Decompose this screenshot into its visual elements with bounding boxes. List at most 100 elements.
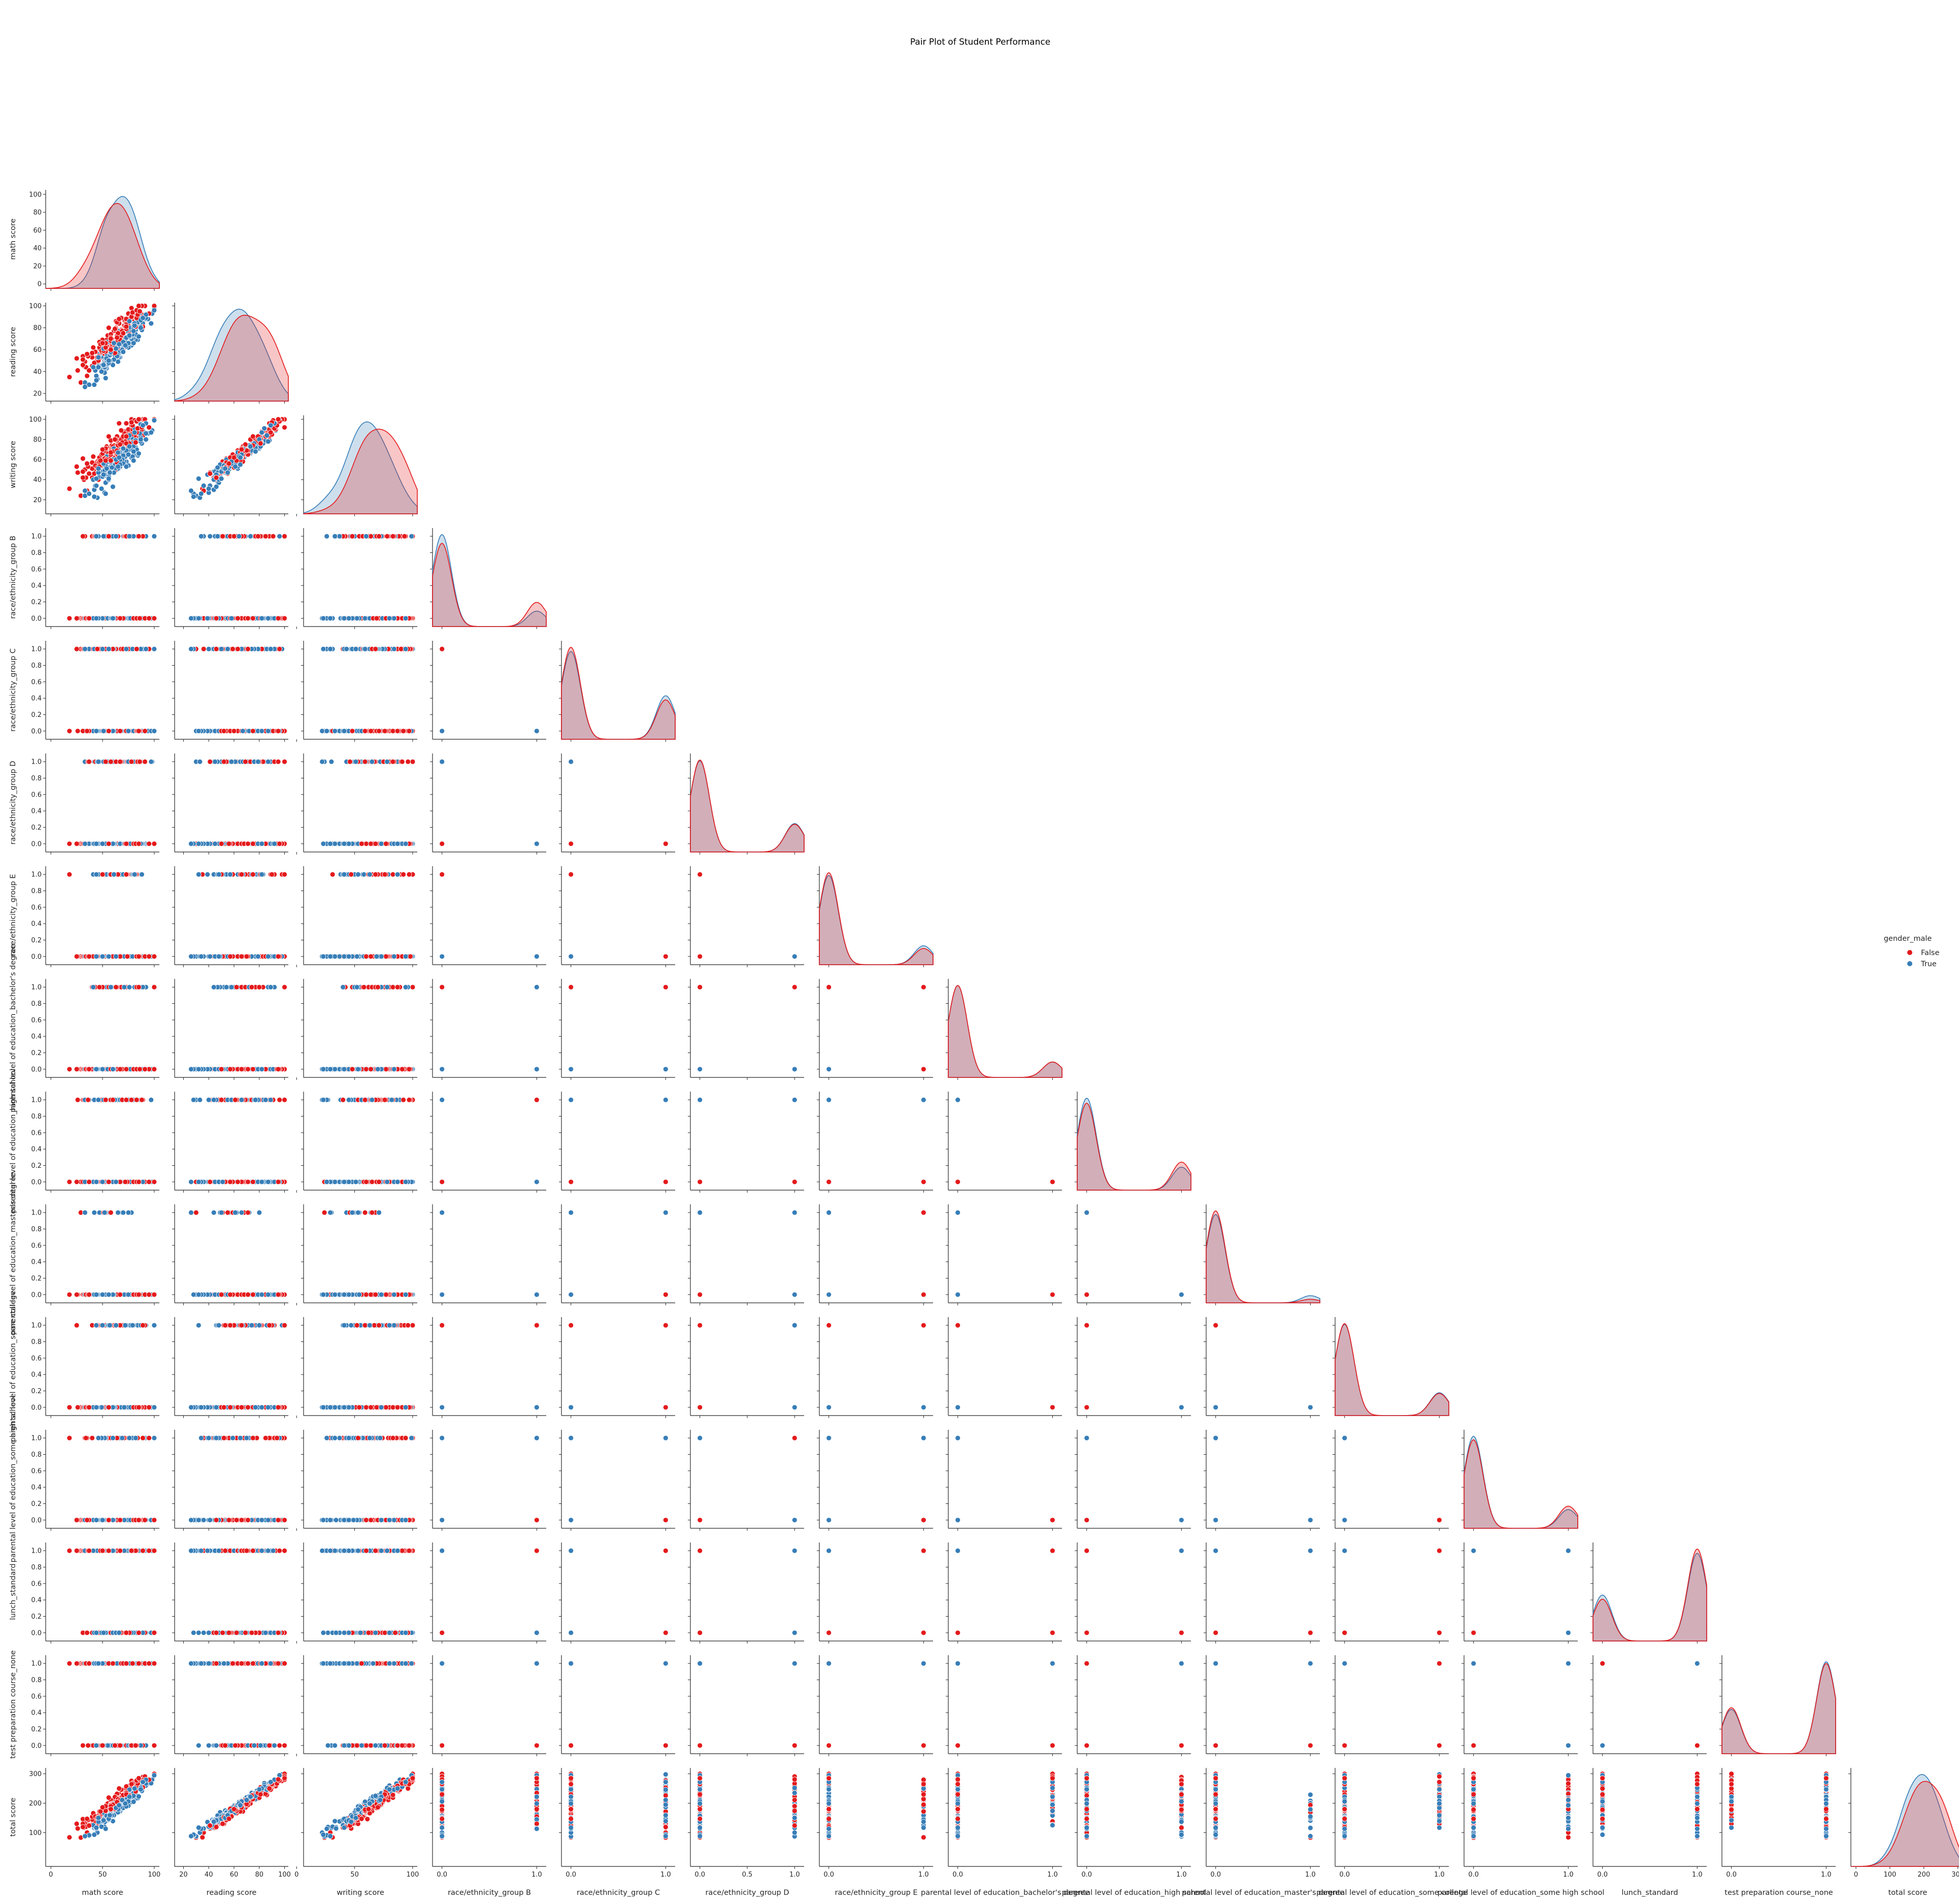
- point: [277, 646, 282, 652]
- pair-plot-grid: 0 20 40 60 80 100 20 40 60 80 100 20 40 60 80 100 0.0 0.2…: [9, 190, 1959, 1897]
- point: [108, 457, 114, 464]
- point: [259, 841, 265, 847]
- point: [368, 728, 374, 734]
- point: [99, 446, 106, 452]
- point: [221, 728, 227, 734]
- point: [955, 1209, 961, 1216]
- point: [353, 1179, 359, 1185]
- point: [826, 1097, 832, 1103]
- point: [534, 1179, 540, 1185]
- point: [275, 1179, 281, 1185]
- point: [376, 728, 382, 734]
- point: [106, 357, 112, 364]
- point: [211, 984, 217, 990]
- point: [233, 1097, 238, 1103]
- point: [256, 984, 262, 990]
- point: [107, 470, 113, 476]
- point: [136, 1292, 142, 1298]
- panel-parental-level-of-education-master-s-degree--race-ethnicity-group-c: [559, 1204, 675, 1305]
- y-tick-label: 60: [33, 227, 42, 235]
- point: [390, 728, 396, 734]
- point: [374, 615, 380, 621]
- point: [123, 434, 129, 439]
- point: [353, 759, 359, 765]
- point: [148, 430, 154, 436]
- kde-false: [174, 314, 289, 402]
- point: [106, 954, 112, 960]
- point: [206, 646, 212, 652]
- point: [348, 871, 354, 877]
- point: [228, 615, 235, 621]
- point: [407, 954, 413, 960]
- y-tick-label: 0.0: [31, 1291, 42, 1299]
- point: [534, 1097, 540, 1103]
- point: [131, 871, 138, 877]
- point: [383, 954, 389, 960]
- point: [341, 728, 347, 734]
- y-tick-label: 0.8: [31, 549, 42, 557]
- point: [259, 1066, 265, 1072]
- point: [115, 464, 121, 470]
- y-tick-label: 0.6: [31, 1129, 42, 1137]
- point: [80, 533, 86, 539]
- point: [363, 533, 369, 539]
- panel-parental-level-of-education-bachelor-s-degree--reading-score: [172, 979, 288, 1080]
- point: [93, 954, 99, 960]
- point: [409, 533, 414, 539]
- point: [368, 1292, 374, 1298]
- point: [399, 759, 405, 765]
- point: [391, 615, 397, 621]
- point: [375, 984, 381, 990]
- panel-parental-level-of-education-bachelor-s-degree--race-ethnicity-group-e: [817, 979, 933, 1080]
- y-tick-label: 0.0: [31, 1066, 42, 1073]
- point: [259, 430, 265, 436]
- point: [332, 728, 338, 734]
- point: [439, 954, 445, 960]
- point: [86, 368, 92, 373]
- point: [188, 615, 194, 621]
- kde-false: [1077, 1102, 1191, 1191]
- point: [80, 356, 86, 363]
- point: [247, 533, 253, 539]
- chart-title: Pair Plot of Student Performance: [910, 37, 1050, 47]
- point: [239, 954, 245, 960]
- panel-race-ethnicity-group-d--reading-score: [172, 753, 288, 855]
- point: [401, 728, 406, 734]
- point: [439, 1097, 445, 1103]
- point: [390, 759, 396, 765]
- point: [84, 373, 90, 379]
- y-tick-label: 0.8: [31, 775, 42, 782]
- point: [245, 841, 251, 847]
- point: [93, 871, 99, 877]
- y-tick-label: 0: [38, 281, 42, 288]
- point: [332, 841, 338, 847]
- point: [568, 1066, 574, 1072]
- point: [697, 1066, 703, 1072]
- point: [242, 759, 248, 765]
- point: [439, 1209, 445, 1216]
- point: [198, 491, 204, 497]
- point: [106, 1292, 112, 1298]
- point: [207, 759, 213, 765]
- point: [320, 1066, 326, 1072]
- point: [568, 984, 574, 990]
- point: [198, 954, 204, 960]
- point: [324, 728, 330, 734]
- panel-reading-score--math-score: 20 40 60 80 100: [29, 303, 159, 404]
- y-tick-label: 0.4: [31, 1033, 42, 1041]
- point: [136, 334, 142, 340]
- point: [130, 457, 137, 464]
- point: [363, 1066, 369, 1072]
- point: [245, 1179, 251, 1185]
- panel-race-ethnicity-group-e--race-ethnicity-group-b: [430, 866, 546, 967]
- point: [282, 615, 287, 621]
- point: [282, 1097, 287, 1103]
- point: [439, 871, 445, 877]
- point: [324, 1179, 330, 1185]
- point: [112, 437, 118, 442]
- y-tick-label: 40: [33, 368, 42, 376]
- panel-parental-level-of-education-master-s-degree--parental-level-of-education-high-school: [1075, 1204, 1191, 1305]
- point: [791, 1292, 798, 1298]
- point: [201, 646, 207, 652]
- panel-parental-level-of-education-high-school--writing-score: [296, 1092, 417, 1193]
